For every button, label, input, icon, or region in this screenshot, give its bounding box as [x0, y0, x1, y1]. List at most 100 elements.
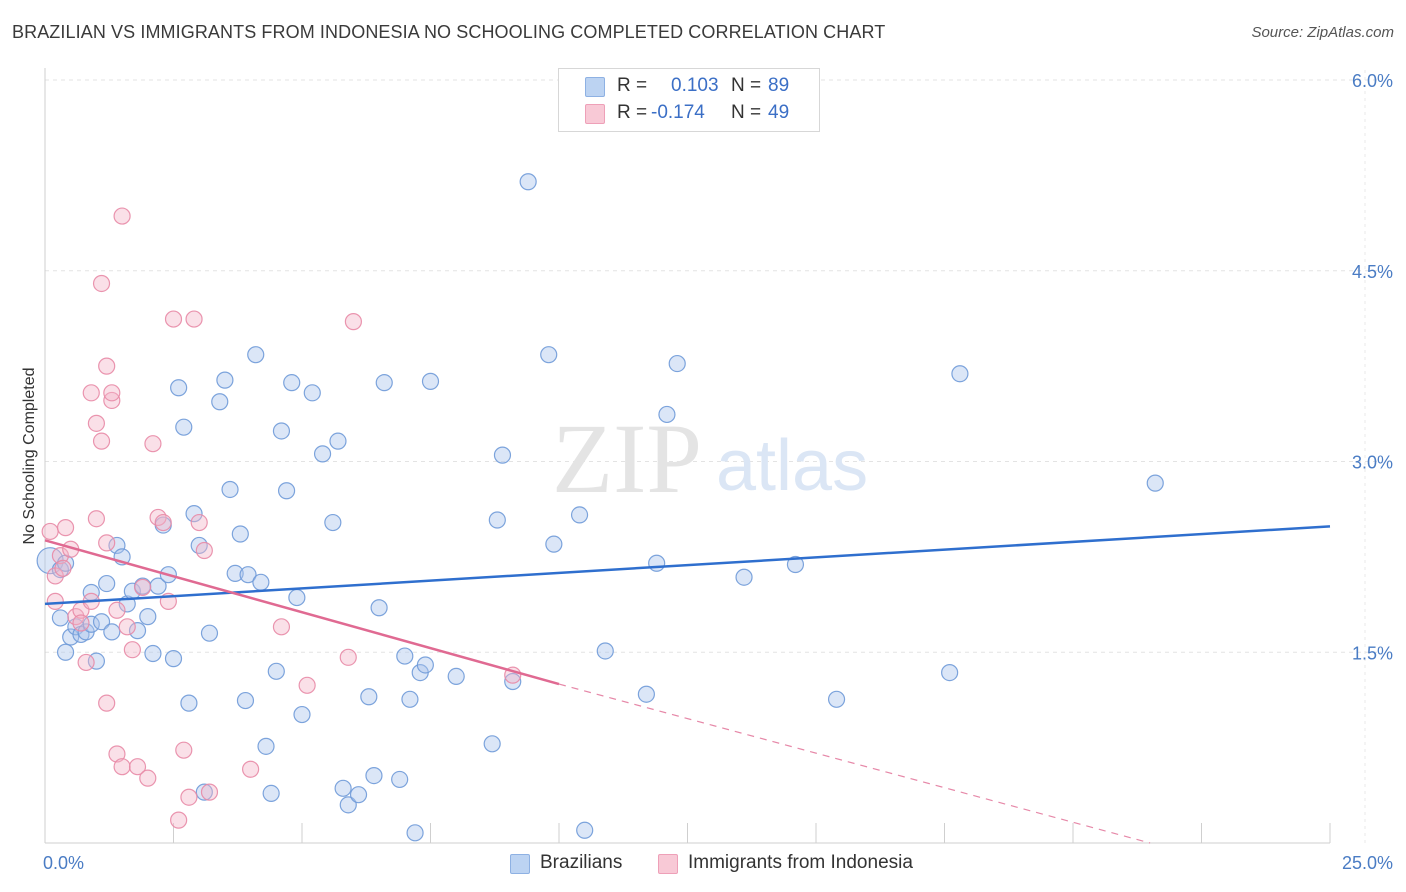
legend-swatch-pink [585, 104, 605, 124]
data-point-brazilians [175, 418, 193, 436]
data-point-indonesia [54, 559, 72, 577]
data-point-brazilians [576, 821, 594, 839]
data-point-indonesia [41, 522, 59, 541]
data-point-brazilians [447, 667, 465, 686]
data-point-brazilians [103, 623, 121, 641]
trend-line-indonesia-extension [558, 683, 1151, 844]
data-point-indonesia [344, 313, 362, 331]
data-point-brazilians [941, 663, 959, 682]
data-point-brazilians [164, 650, 183, 668]
r-value: -0.174 [651, 102, 705, 123]
data-point-indonesia [98, 534, 116, 552]
data-point-indonesia [108, 601, 126, 619]
data-point-brazilians [313, 445, 332, 463]
grid-lines [45, 70, 1380, 843]
r-value: 0.103 [671, 75, 719, 96]
data-point-brazilians [236, 691, 255, 710]
data-point-brazilians [170, 379, 188, 397]
data-point-brazilians [349, 786, 368, 804]
data-point-brazilians [288, 588, 306, 607]
data-point-brazilians [504, 672, 522, 691]
data-point-brazilians [92, 613, 111, 631]
data-point-brazilians [658, 405, 676, 424]
y-tick-label: 4.5% [1352, 262, 1393, 282]
data-point-brazilians [396, 647, 414, 665]
data-point-brazilians [98, 574, 116, 593]
data-point-brazilians [272, 422, 291, 440]
tick-labels: 1.5% 3.0% 4.5% 6.0% 0.0% 25.0% [43, 71, 1393, 873]
data-point-brazilians [416, 656, 434, 674]
data-point-brazilians [221, 480, 239, 499]
correlation-legend: R = 0.103 N = 89 R = -0.174 N = 49 [558, 68, 820, 132]
data-point-brazilians [257, 737, 275, 755]
data-point-brazilians [951, 365, 969, 383]
data-point-indonesia [46, 592, 64, 610]
data-point-brazilians [139, 608, 157, 626]
data-point-indonesia [51, 547, 70, 565]
data-point-indonesia [113, 758, 131, 776]
data-point-brazilians [596, 642, 614, 660]
data-point-brazilians [786, 555, 805, 574]
n-value: 89 [768, 75, 790, 96]
y-axis-label: No Schooling Completed [21, 368, 38, 545]
legend-swatch-blue [585, 77, 605, 97]
data-point-brazilians [252, 573, 270, 591]
watermark: ZIP atlas [552, 403, 868, 514]
data-point-indonesia [108, 745, 126, 763]
data-point-brazilians [216, 371, 234, 389]
data-point-brazilians [391, 770, 409, 789]
x-tick-label: 25.0% [1342, 853, 1393, 873]
data-point-brazilians [827, 690, 846, 708]
data-point-brazilians [267, 662, 285, 680]
data-point-indonesia [170, 811, 188, 829]
data-point-indonesia [190, 513, 208, 532]
data-point-brazilians [283, 374, 301, 392]
trend-line-brazilians [44, 525, 1331, 606]
data-point-brazilians [375, 374, 393, 392]
data-point-indonesia [87, 510, 106, 528]
legend-label-indonesia: Immigrants from Indonesia [688, 852, 913, 873]
data-point-brazilians [62, 628, 80, 646]
data-point-indonesia [175, 741, 193, 759]
data-point-indonesia [98, 694, 116, 712]
data-point-indonesia [154, 513, 172, 532]
n-label: N = [731, 75, 762, 96]
axes [44, 68, 1331, 844]
data-point-brazilians [421, 372, 440, 390]
data-point-brazilians [668, 354, 686, 373]
data-point-indonesia [113, 207, 131, 225]
data-point-indonesia [92, 432, 111, 450]
data-point-indonesia [144, 435, 162, 453]
data-point-brazilians [488, 511, 506, 529]
data-point-indonesia [149, 508, 167, 527]
data-point-brazilians [185, 505, 203, 523]
data-point-brazilians [277, 482, 296, 500]
data-point-brazilians [493, 446, 512, 464]
data-point-indonesia [98, 357, 116, 375]
trend-lines [44, 525, 1331, 844]
data-point-indonesia [164, 310, 183, 328]
data-point-brazilians [231, 525, 249, 543]
data-point-indonesia [298, 676, 316, 694]
data-point-brazilians [365, 767, 383, 785]
data-point-indonesia [56, 519, 75, 537]
data-point-brazilians [329, 432, 347, 450]
trend-line-indonesia [44, 539, 560, 686]
watermark-atlas: atlas [716, 426, 868, 506]
data-point-indonesia [103, 384, 121, 402]
data-point-brazilians [262, 784, 280, 803]
r-label: R = [617, 102, 648, 123]
data-point-brazilians [570, 506, 589, 524]
legend-swatch-blue [510, 854, 530, 874]
data-points [36, 173, 1164, 842]
data-point-brazilians [211, 393, 229, 411]
watermark-zip: ZIP [552, 403, 702, 514]
data-point-brazilians [190, 536, 208, 555]
y-tick-label: 3.0% [1352, 453, 1393, 473]
r-label: R = [617, 75, 648, 96]
n-label: N = [731, 102, 762, 123]
n-value: 49 [768, 102, 790, 123]
data-point-brazilians [324, 513, 342, 532]
data-point-brazilians [51, 609, 70, 627]
data-point-indonesia [185, 310, 203, 328]
